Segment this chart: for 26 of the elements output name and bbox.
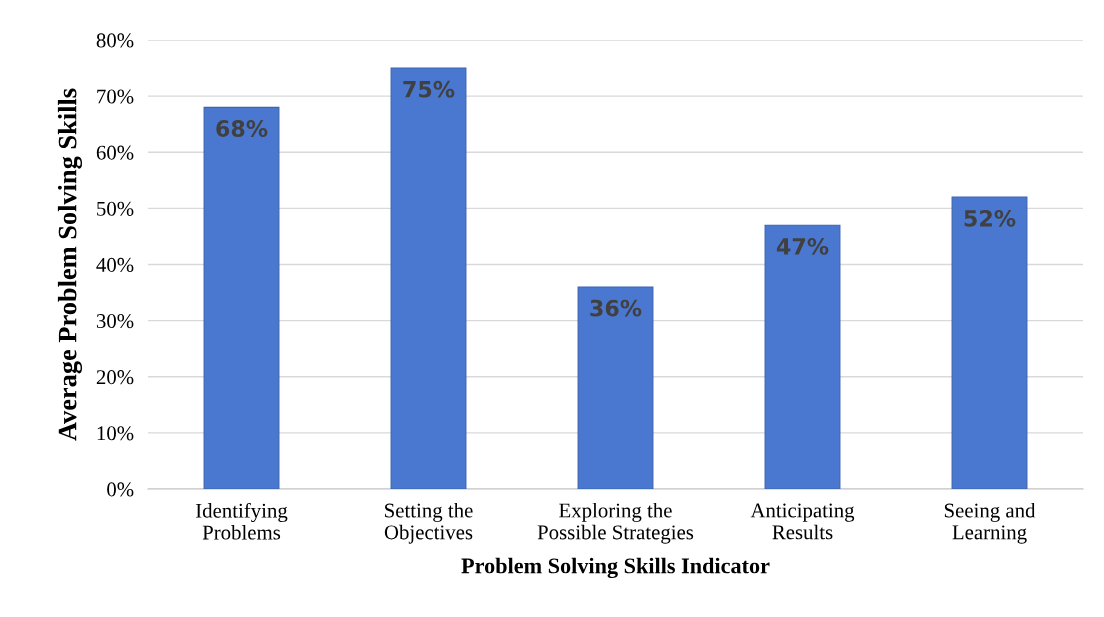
data-label: 75% bbox=[403, 80, 455, 98]
x-tick-label: Identifying Problems bbox=[195, 502, 288, 540]
bar bbox=[390, 67, 467, 489]
x-tick-label: Anticipating Results bbox=[750, 503, 855, 540]
x-tick-label: Seeing and Learning bbox=[944, 502, 1036, 544]
data-label: 52% bbox=[964, 209, 1016, 227]
bar bbox=[577, 286, 654, 489]
x-axis-title: Problem Solving Skills Indicator bbox=[461, 557, 770, 579]
y-tick-label: 80% bbox=[96, 33, 134, 48]
data-label: 36% bbox=[590, 299, 642, 317]
y-tick-label: 20% bbox=[96, 370, 134, 385]
y-tick-label: 70% bbox=[97, 89, 134, 104]
data-label: 68% bbox=[216, 120, 268, 137]
y-tick-label: 40% bbox=[96, 257, 134, 272]
y-tick-label: 0% bbox=[107, 482, 134, 497]
y-tick-label: 10% bbox=[97, 426, 134, 441]
x-tick-label: Exploring the Possible Strategies bbox=[537, 502, 694, 544]
bar bbox=[203, 106, 280, 489]
bar bbox=[764, 224, 841, 489]
y-tick-label: 60% bbox=[96, 145, 134, 160]
bar bbox=[951, 196, 1028, 489]
y-tick-label: 30% bbox=[96, 314, 134, 329]
x-tick-label: Setting the Objectives bbox=[384, 502, 473, 544]
y-tick-label: 50% bbox=[97, 201, 134, 216]
data-label: 47% bbox=[776, 237, 829, 255]
y-axis-title: Average Problem Solving Skills bbox=[57, 88, 83, 441]
